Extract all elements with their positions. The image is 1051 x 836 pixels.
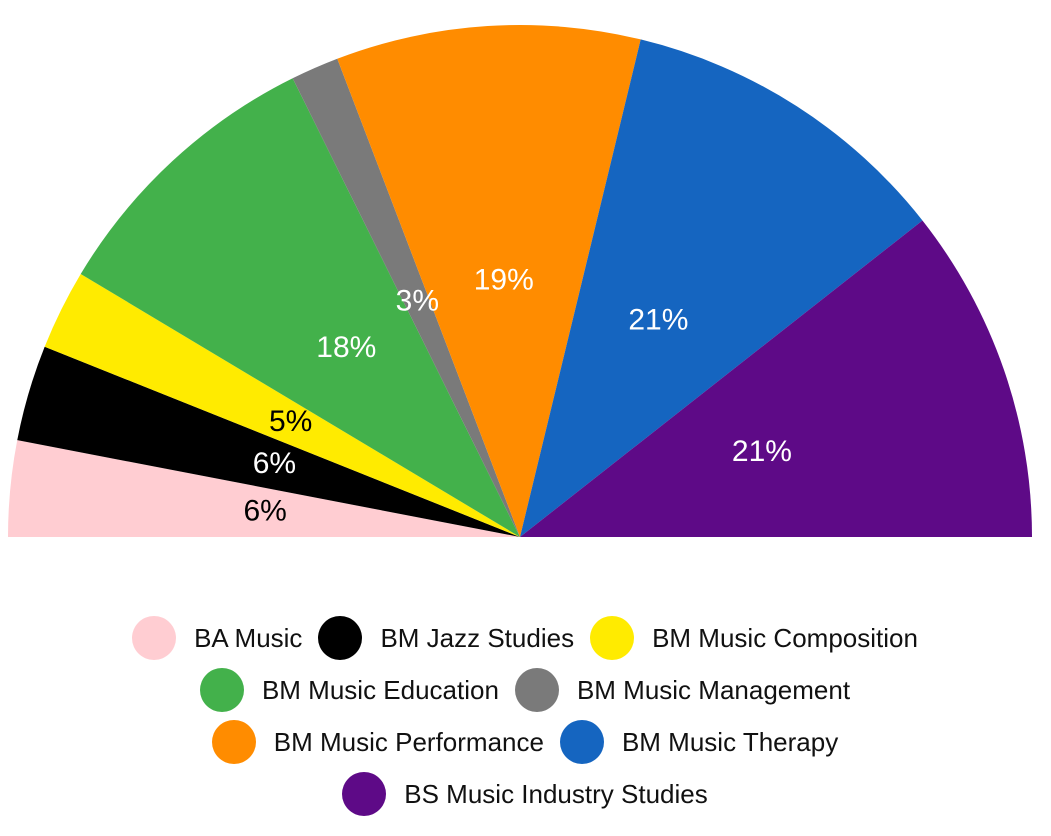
slice-label: 3% [396,284,439,317]
pie-slice [44,273,520,537]
legend-item: BM Jazz Studies [318,612,574,664]
pie-slice [520,39,923,538]
legend-label: BM Music Performance [273,726,544,757]
legend-label: BM Music Composition [652,622,918,653]
chart: 6% 6% 5% 18% 3% 19% 21% 21% [8,25,1032,538]
pie-slice [337,25,641,538]
slice-label: 19% [474,263,534,296]
legend-item: BM Music Therapy [559,716,839,768]
legend-item: BM Music Education [199,664,499,716]
legend-item: BM Music Performance [211,716,544,768]
pie-slice [520,220,1032,537]
slice-label: 5% [269,405,312,438]
legend-label: BM Jazz Studies [380,622,575,653]
pie-slice [8,440,520,537]
slice-label: 6% [243,495,286,528]
legend-label: BA Music [194,622,303,653]
legend-swatch [318,616,363,660]
legend-item: BS Music Industry Studies [342,768,708,820]
legend-swatch [559,720,604,764]
legend-swatch [342,772,387,816]
legend-swatch [199,668,244,712]
slice-label: 21% [732,435,792,468]
legend-swatch [590,616,635,660]
legend-swatch [514,668,559,712]
legend-item: BM Music Management [514,664,851,716]
pie-slice [80,78,520,537]
legend-label: BS Music Industry Studies [404,778,708,809]
legend-label: BM Music Management [576,674,851,705]
slice-label: 6% [253,447,296,480]
legend-swatch [211,720,256,764]
pie-slice [17,346,521,537]
legend-item: BM Music Composition [590,612,918,664]
legend-item: BA Music [132,612,302,664]
slice-label: 21% [628,304,688,337]
legend: BA Music BM Jazz Studies BM Music Composit… [85,612,965,820]
legend-label: BM Music Therapy [621,726,839,757]
slice-label: 18% [316,331,376,364]
legend-label: BM Music Education [261,674,499,705]
legend-swatch [132,616,177,660]
pie-slice [292,58,520,537]
